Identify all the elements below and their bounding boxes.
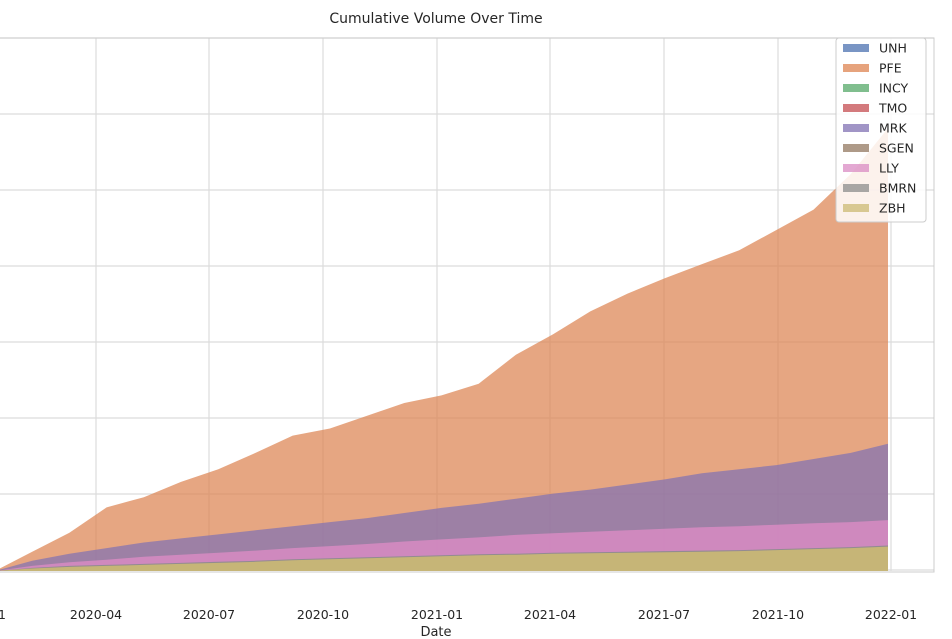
x-tick-label: 2020-07 <box>183 607 235 622</box>
area-pfe <box>0 128 888 571</box>
legend-swatch-sgen <box>843 144 869 152</box>
legend-swatch-pfe <box>843 64 869 72</box>
legend: UNH PFE INCY TMO MRK SGEN LLY BMRN ZBH <box>835 37 927 223</box>
x-tick-label: 2022-01 <box>865 607 917 622</box>
legend-swatch-lly <box>843 164 869 172</box>
legend-label-mrk: MRK <box>879 121 907 136</box>
legend-label-incy: INCY <box>879 81 909 96</box>
legend-label-pfe: PFE <box>879 61 902 76</box>
x-tick-label: 2021-07 <box>638 607 690 622</box>
x-axis-title: Date <box>420 625 451 639</box>
legend-swatch-mrk <box>843 124 869 132</box>
legend-label-bmrn: BMRN <box>879 181 916 196</box>
legend-label-zbh: ZBH <box>879 201 906 216</box>
legend-swatch-unh <box>843 44 869 52</box>
x-tick-label: 2021-01 <box>411 607 463 622</box>
x-tick-label: 2021-04 <box>524 607 576 622</box>
x-tick-label: 2021-10 <box>752 607 804 622</box>
legend-label-tmo: TMO <box>878 101 907 116</box>
x-tick-label: 2020-10 <box>297 607 349 622</box>
x-tick-label: 2020-04 <box>70 607 122 622</box>
x-tick-label: 1 <box>0 607 6 622</box>
legend-swatch-zbh <box>843 204 869 212</box>
chart-title: Cumulative Volume Over Time <box>329 11 542 27</box>
legend-label-lly: LLY <box>879 161 899 176</box>
legend-swatch-bmrn <box>843 184 869 192</box>
plot-border <box>0 37 935 573</box>
legend-label-sgen: SGEN <box>879 141 914 156</box>
legend-label-unh: UNH <box>879 41 907 56</box>
legend-swatch-tmo <box>843 104 869 112</box>
legend-swatch-incy <box>843 84 869 92</box>
area-zbh <box>0 546 888 571</box>
